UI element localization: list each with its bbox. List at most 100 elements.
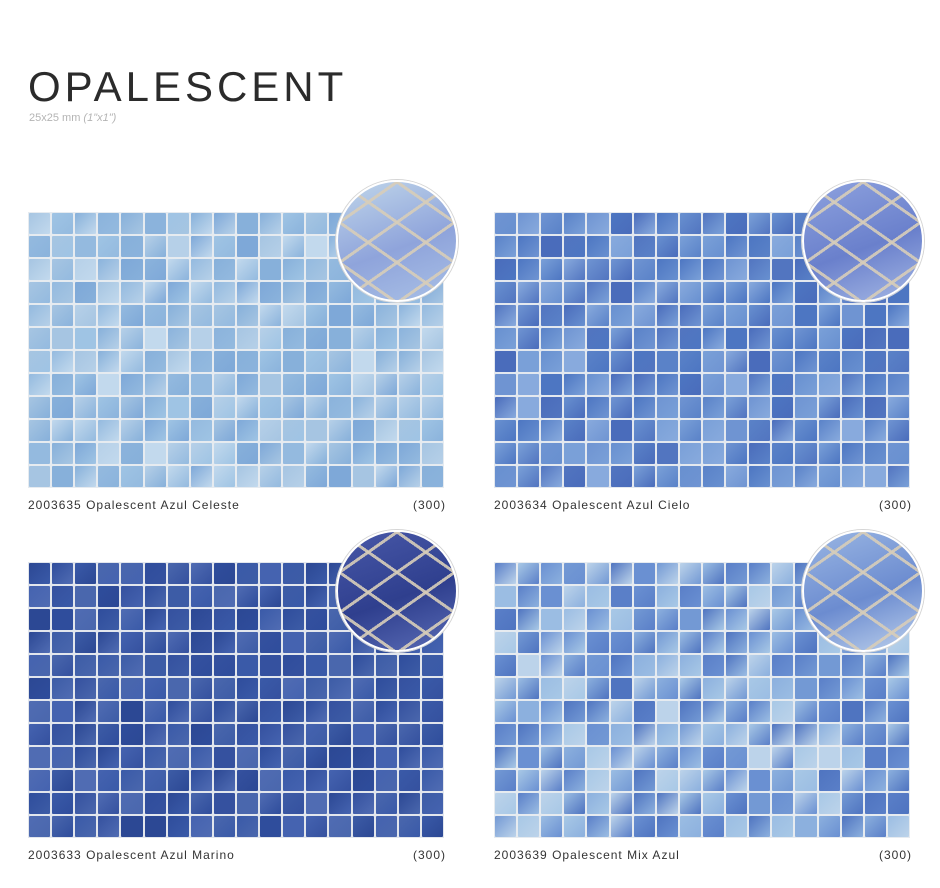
mosaic-tile xyxy=(818,678,840,699)
mosaic-tile xyxy=(213,678,235,699)
mosaic-tile xyxy=(98,563,120,584)
mosaic-tile xyxy=(283,466,305,487)
mosaic-tile xyxy=(167,420,189,441)
mosaic-tile xyxy=(283,724,305,745)
mosaic-tile xyxy=(587,236,609,257)
mosaic-tile xyxy=(702,724,725,745)
mosaic-tile xyxy=(52,374,74,395)
mosaic-tile xyxy=(421,793,443,814)
mosaic-tile xyxy=(398,374,420,395)
mosaic-tile xyxy=(167,632,189,653)
mosaic-tile xyxy=(29,816,51,837)
mosaic-tile xyxy=(29,305,51,326)
mosaic-tile xyxy=(772,282,794,303)
mosaic-tile xyxy=(726,305,748,326)
mosaic-tile xyxy=(841,678,863,699)
mosaic-tile xyxy=(772,397,794,418)
mosaic-tile xyxy=(749,747,771,768)
mosaic-tile xyxy=(610,328,632,349)
mosaic-tile xyxy=(495,305,517,326)
mosaic-tile xyxy=(518,747,540,768)
mosaic-tile xyxy=(702,563,725,584)
mosaic-tile xyxy=(329,816,351,837)
mosaic-tile xyxy=(564,328,586,349)
mosaic-tile xyxy=(121,213,143,234)
mosaic-tile xyxy=(679,443,701,464)
mosaic-tile xyxy=(306,259,328,280)
mosaic-tile xyxy=(887,678,909,699)
mosaic-tile xyxy=(283,305,305,326)
mosaic-tile xyxy=(167,816,189,837)
mosaic-tile xyxy=(726,724,748,745)
mosaic-tile xyxy=(375,793,397,814)
mosaic-tile xyxy=(167,724,189,745)
mosaic-tile xyxy=(329,793,351,814)
mosaic-tile xyxy=(75,236,97,257)
mosaic-tile xyxy=(864,747,886,768)
mosaic-tile xyxy=(75,443,97,464)
mosaic-tile xyxy=(421,701,443,722)
mosaic-tile xyxy=(587,678,609,699)
mosaic-tile xyxy=(213,609,235,630)
mosaic-tile xyxy=(144,305,166,326)
mosaic-tile xyxy=(726,655,748,676)
mosaic-tile xyxy=(679,793,701,814)
mosaic-tile xyxy=(260,655,282,676)
mosaic-tile xyxy=(260,770,282,791)
mosaic-tile xyxy=(352,466,374,487)
piece-count: (300) xyxy=(878,848,912,862)
mosaic-tile xyxy=(795,374,817,395)
mosaic-tile xyxy=(283,701,305,722)
mosaic-tile xyxy=(398,443,420,464)
mosaic-tile xyxy=(587,655,609,676)
mosaic-tile xyxy=(564,632,586,653)
mosaic-tile xyxy=(495,770,517,791)
mosaic-tile xyxy=(29,213,51,234)
mosaic-tile xyxy=(121,563,143,584)
mosaic-tile xyxy=(726,747,748,768)
mosaic-tile xyxy=(421,351,443,372)
mosaic-tile xyxy=(329,420,351,441)
mosaic-tile xyxy=(121,397,143,418)
mosaic-tile xyxy=(75,374,97,395)
mosaic-tile xyxy=(587,563,609,584)
mosaic-tile xyxy=(213,701,235,722)
mosaic-tile xyxy=(495,678,517,699)
mosaic-tile xyxy=(398,420,420,441)
mosaic-tile xyxy=(75,259,97,280)
mosaic-tile xyxy=(587,466,609,487)
mosaic-tile xyxy=(375,770,397,791)
mosaic-tile xyxy=(260,397,282,418)
mosaic-tile xyxy=(75,747,97,768)
mosaic-tile xyxy=(375,374,397,395)
mosaic-tile xyxy=(29,747,51,768)
mosaic-tile xyxy=(541,259,563,280)
mosaic-tile xyxy=(702,443,725,464)
mosaic-tile xyxy=(167,443,189,464)
mosaic-tile xyxy=(749,374,771,395)
mosaic-tile xyxy=(541,655,563,676)
mosaic-tile xyxy=(726,351,748,372)
mosaic-tile xyxy=(190,420,212,441)
mosaic-tile xyxy=(864,701,886,722)
mosaic-tile xyxy=(167,770,189,791)
mosaic-tile xyxy=(190,747,212,768)
mosaic-tile xyxy=(98,466,120,487)
mosaic-tile xyxy=(795,282,817,303)
mosaic-tile xyxy=(75,793,97,814)
mosaic-tile xyxy=(702,816,725,837)
mosaic-tile xyxy=(260,328,282,349)
mosaic-tile xyxy=(52,443,74,464)
mosaic-tile xyxy=(656,632,678,653)
mosaic-tile xyxy=(864,374,886,395)
mosaic-tile xyxy=(329,724,351,745)
mosaic-tile xyxy=(190,213,212,234)
mosaic-tile xyxy=(679,466,701,487)
mosaic-tile xyxy=(144,374,166,395)
mosaic-tile xyxy=(495,236,517,257)
mosaic-tile xyxy=(306,632,328,653)
mosaic-tile xyxy=(352,816,374,837)
mosaic-tile xyxy=(260,351,282,372)
mosaic-tile xyxy=(887,328,909,349)
mosaic-tile xyxy=(587,724,609,745)
